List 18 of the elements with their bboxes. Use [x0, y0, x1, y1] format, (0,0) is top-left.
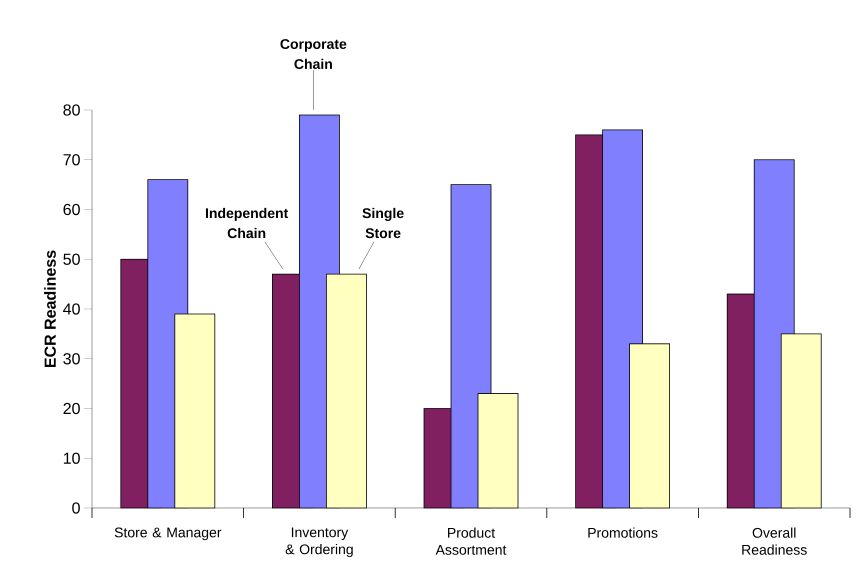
text: Single Store — [362, 208, 404, 238]
x-tick-label: Inventory & Ordering — [286, 528, 353, 558]
text: Independent Chain — [206, 208, 288, 238]
y-axis-title: ECR Readiness — [44, 250, 56, 368]
y-tick-label: 10 — [64, 452, 80, 464]
x-tick-label: Overall Readiness — [742, 528, 807, 555]
text: Corporate Chain — [280, 39, 346, 69]
y-tick-label: 0 — [72, 502, 80, 514]
x-tick-label: Store & Manager — [114, 528, 222, 540]
x-tick-label: Product Assortment — [436, 528, 506, 555]
y-tick-label: 20 — [64, 402, 80, 414]
y-tick-label: 30 — [63, 353, 80, 364]
y-tick-label: 60 — [64, 204, 80, 216]
y-tick-label: 40 — [63, 303, 80, 315]
y-tick-label: 70 — [64, 154, 80, 166]
x-tick-label: Promotions — [588, 528, 658, 538]
y-tick-label: 50 — [63, 254, 80, 265]
y-tick-label: 80 — [63, 104, 80, 116]
